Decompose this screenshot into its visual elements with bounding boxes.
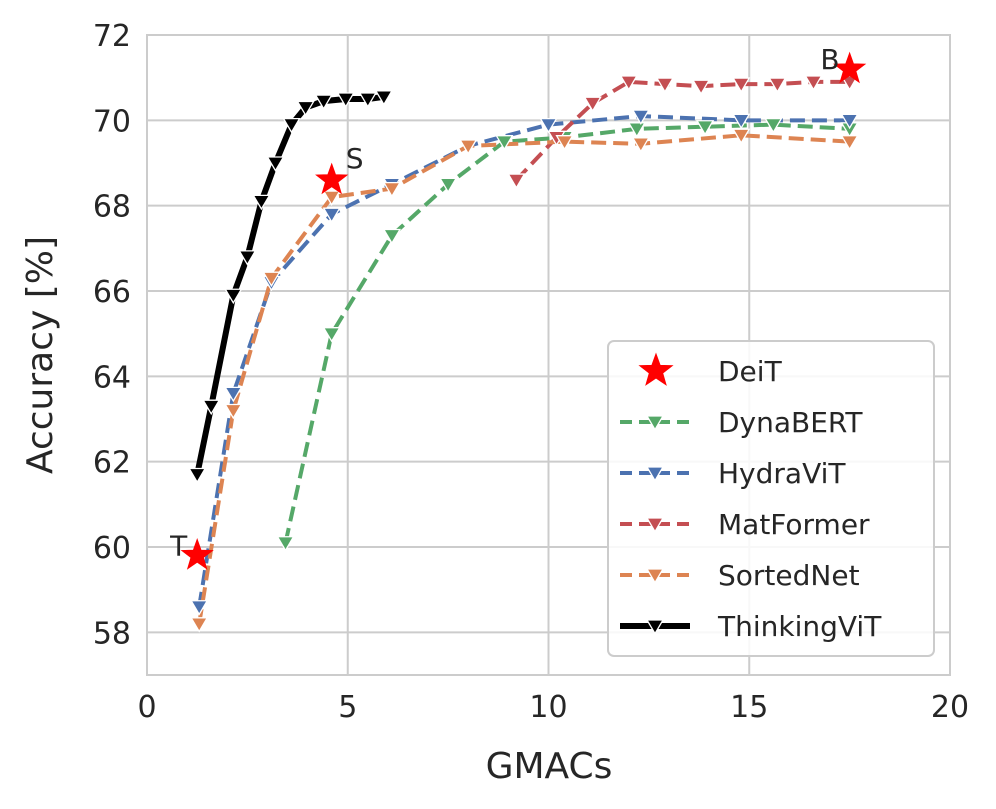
legend-label-hydravit: HydraViT — [718, 457, 846, 490]
data-point-sortednet — [190, 617, 209, 633]
data-point-thinkingvit — [266, 156, 285, 172]
data-point-sortednet — [555, 135, 574, 151]
x-axis-label: GMACs — [486, 746, 613, 787]
series-line-matformer — [514, 79, 850, 182]
data-point-sortednet — [322, 190, 341, 207]
data-point-thinkingvit — [188, 467, 207, 484]
series-line-sortednet — [197, 133, 850, 625]
reference-points: T S B — [169, 43, 867, 570]
data-point-thinkingvit — [252, 194, 271, 211]
data-point-matformer — [691, 79, 711, 96]
y-tick-label: 62 — [93, 446, 131, 481]
data-point-hydravit — [732, 113, 751, 130]
data-point-dynabert — [627, 122, 646, 138]
data-point-dynabert — [438, 177, 458, 194]
data-point-sortednet — [382, 181, 402, 198]
deit-model-annotation: T — [169, 530, 188, 563]
data-point-sortednet — [262, 271, 281, 288]
legend: DeiT DynaBERT HydraViT MatFormer SortedNet Th… — [607, 340, 935, 657]
legend-matformer-marker — [645, 517, 665, 533]
data-point-dynabert — [322, 327, 341, 343]
data-point-sortednet — [631, 137, 650, 153]
series-markers — [188, 75, 859, 633]
data-point-hydravit — [190, 600, 209, 616]
data-point-thinkingvit — [282, 117, 301, 134]
legend-label-deit: DeiT — [718, 355, 783, 388]
y-tick-label: 58 — [93, 616, 131, 651]
y-tick-label: 66 — [93, 275, 131, 310]
y-tick-label: 68 — [93, 190, 131, 225]
data-point-sortednet — [732, 128, 751, 145]
data-point-thinkingvit — [374, 90, 394, 106]
x-tick-label: 20 — [931, 690, 969, 725]
x-tick-label: 15 — [730, 690, 768, 725]
x-tick-label: 5 — [338, 690, 357, 725]
data-point-matformer — [804, 75, 823, 91]
data-point-matformer — [655, 77, 675, 93]
deit-star-marker — [832, 51, 867, 84]
data-point-sortednet — [840, 135, 859, 151]
deit-star-marker — [180, 538, 214, 570]
data-point-matformer — [768, 77, 787, 93]
data-point-dynabert — [764, 117, 783, 134]
data-point-hydravit — [631, 109, 650, 125]
legend-deit-star-icon — [638, 352, 674, 386]
tick-labels: 0 5 10 15 20 58 60 62 64 66 68 70 72 — [93, 19, 969, 725]
x-tick-label: 0 — [137, 690, 156, 725]
legend-sortednet-marker — [645, 568, 665, 584]
y-tick-label: 70 — [93, 104, 131, 139]
data-point-thinkingvit — [238, 250, 257, 266]
y-tick-label: 72 — [93, 19, 131, 54]
data-point-matformer — [619, 75, 638, 91]
deit-star-marker — [315, 162, 349, 195]
legend-thinkingvit-marker — [645, 619, 665, 635]
deit-model-annotation: B — [820, 43, 839, 76]
data-point-thinkingvit — [358, 92, 377, 108]
data-point-thinkingvit — [296, 100, 315, 117]
data-point-matformer — [583, 96, 602, 113]
data-point-dynabert — [276, 536, 295, 552]
legend-label-sortednet: SortedNet — [718, 559, 860, 592]
legend-box — [607, 340, 935, 657]
data-point-thinkingvit — [336, 92, 355, 108]
data-point-dynabert — [495, 135, 514, 151]
data-point-hydravit — [322, 207, 341, 224]
data-point-thinkingvit — [314, 94, 333, 111]
data-point-matformer — [507, 173, 526, 189]
data-point-dynabert — [695, 120, 715, 136]
data-point-hydravit — [840, 113, 859, 130]
x-tick-label: 10 — [529, 690, 567, 725]
legend-label-dynabert: DynaBERT — [718, 406, 863, 439]
data-point-dynabert — [382, 228, 402, 245]
data-point-hydravit — [224, 386, 243, 403]
legend-hydravit-marker — [645, 466, 665, 482]
legend-dynabert-marker — [645, 415, 665, 431]
legend-label-thinkingvit: ThinkingViT — [717, 610, 882, 643]
data-point-sortednet — [459, 139, 478, 155]
data-point-sortednet — [224, 403, 243, 420]
y-tick-label: 60 — [93, 531, 131, 566]
data-point-thinkingvit — [202, 399, 221, 416]
y-axis-label: Accuracy [%] — [20, 236, 61, 474]
data-point-matformer — [732, 77, 751, 93]
data-point-hydravit — [539, 117, 558, 134]
legend-label-matformer: MatFormer — [718, 508, 870, 541]
y-tick-label: 64 — [93, 360, 131, 395]
deit-model-annotation: S — [346, 142, 364, 175]
data-point-thinkingvit — [224, 288, 243, 305]
